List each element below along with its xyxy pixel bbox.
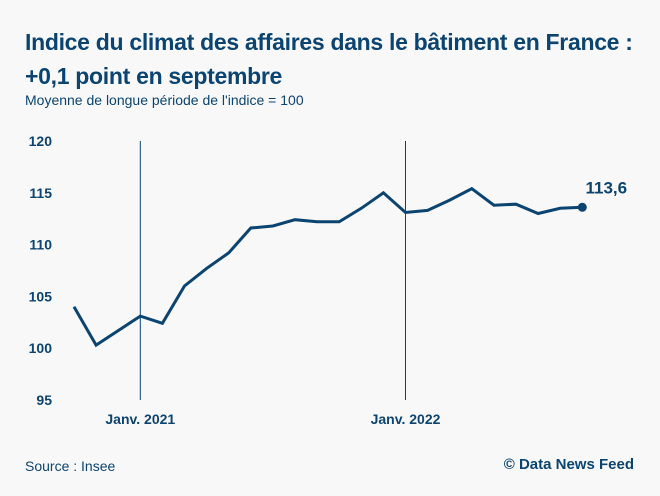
y-tick-label: 95 <box>36 392 52 408</box>
x-tick-label: Janv. 2021 <box>105 411 175 427</box>
series-line <box>72 186 583 348</box>
last-value-label: 113,6 <box>585 178 627 197</box>
source-note: Source : Insee <box>25 458 116 474</box>
chart-subtitle: Moyenne de longue période de l'indice = … <box>25 92 304 108</box>
y-tick-label: 120 <box>29 133 53 149</box>
y-tick-label: 115 <box>29 185 52 201</box>
x-axis: Janv. 2021 Janv. 2022 <box>105 141 441 427</box>
y-axis: 95 100 105 110 115 120 <box>29 133 53 408</box>
x-tick-label: Janv. 2022 <box>371 411 441 427</box>
y-tick-label: 105 <box>29 288 53 304</box>
series-group <box>72 186 583 348</box>
last-point-marker <box>577 202 587 212</box>
annotations: 113,6 <box>577 178 627 212</box>
y-tick-label: 110 <box>29 237 52 253</box>
y-tick-label: 100 <box>29 340 53 356</box>
chart-title: Indice du climat des affaires dans le bâ… <box>25 29 633 89</box>
credit-note: © Data News Feed <box>503 456 634 473</box>
